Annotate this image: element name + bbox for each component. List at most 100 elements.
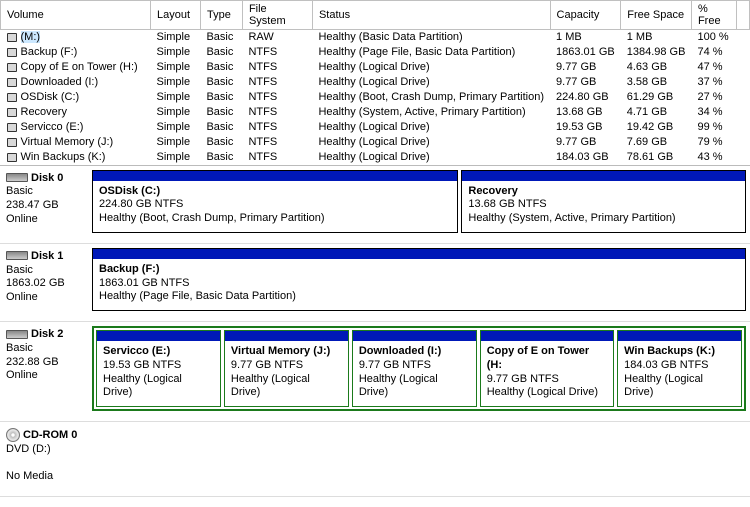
column-header[interactable]: File System — [242, 1, 312, 30]
partition-strip: OSDisk (C:)224.80 GB NTFSHealthy (Boot, … — [92, 170, 746, 233]
volume-icon — [7, 153, 17, 162]
disk-label[interactable]: Disk 1Basic1863.02 GBOnline — [4, 248, 92, 311]
volume-icon — [7, 108, 17, 117]
table-cell: Healthy (Basic Data Partition) — [312, 30, 550, 45]
table-cell: 224.80 GB — [550, 90, 621, 105]
table-cell: Simple — [150, 45, 200, 60]
table-cell: Copy of E on Tower (H:) — [1, 60, 151, 75]
table-cell: 4.71 GB — [621, 105, 692, 120]
table-cell: Backup (F:) — [1, 45, 151, 60]
partition-info: Downloaded (I:)9.77 GB NTFSHealthy (Logi… — [353, 341, 476, 406]
table-cell: Healthy (Boot, Crash Dump, Primary Parti… — [312, 90, 550, 105]
partition-box[interactable]: Copy of E on Tower (H:9.77 GB NTFSHealth… — [480, 330, 614, 407]
table-cell: Simple — [150, 90, 200, 105]
hard-disk-icon — [6, 330, 28, 339]
table-header-row: VolumeLayoutTypeFile SystemStatusCapacit… — [1, 1, 750, 30]
table-row[interactable]: (M:)SimpleBasicRAWHealthy (Basic Data Pa… — [1, 30, 750, 45]
table-cell: 61.29 GB — [621, 90, 692, 105]
column-header[interactable]: Type — [200, 1, 242, 30]
table-row[interactable]: Backup (F:)SimpleBasicNTFSHealthy (Page … — [1, 45, 750, 60]
partition-header-bar — [93, 171, 457, 181]
table-cell: Simple — [150, 60, 200, 75]
table-cell: RAW — [242, 30, 312, 45]
column-header[interactable]: Status — [312, 1, 550, 30]
table-cell: Basic — [200, 120, 242, 135]
table-cell: 99 % — [691, 120, 736, 135]
column-header[interactable]: Free Space — [621, 1, 692, 30]
table-cell: OSDisk (C:) — [1, 90, 151, 105]
table-cell: 1 MB — [550, 30, 621, 45]
disk-map-area: Disk 0Basic238.47 GBOnlineOSDisk (C:)224… — [0, 165, 750, 497]
disk-label[interactable]: Disk 2Basic232.88 GBOnline — [4, 326, 92, 411]
table-cell: Simple — [150, 135, 200, 150]
partition-box[interactable]: Recovery13.68 GB NTFSHealthy (System, Ac… — [461, 170, 746, 233]
table-cell: Basic — [200, 30, 242, 45]
table-cell: 13.68 GB — [550, 105, 621, 120]
partition-info: Backup (F:)1863.01 GB NTFSHealthy (Page … — [93, 259, 745, 310]
table-cell: 3.58 GB — [621, 75, 692, 90]
table-cell: 9.77 GB — [550, 75, 621, 90]
disk-label[interactable]: Disk 0Basic238.47 GBOnline — [4, 170, 92, 233]
column-header[interactable]: Volume — [1, 1, 151, 30]
table-row[interactable]: Virtual Memory (J:)SimpleBasicNTFSHealth… — [1, 135, 750, 150]
partition-box[interactable]: Win Backups (K:)184.03 GB NTFSHealthy (L… — [617, 330, 742, 407]
partition-box[interactable]: Virtual Memory (J:)9.77 GB NTFSHealthy (… — [224, 330, 349, 407]
table-cell: Downloaded (I:) — [1, 75, 151, 90]
table-cell: 37 % — [691, 75, 736, 90]
table-cell: Basic — [200, 105, 242, 120]
table-row[interactable]: RecoverySimpleBasicNTFSHealthy (System, … — [1, 105, 750, 120]
table-cell: 43 % — [691, 150, 736, 165]
table-row[interactable]: OSDisk (C:)SimpleBasicNTFSHealthy (Boot,… — [1, 90, 750, 105]
table-row[interactable]: Copy of E on Tower (H:)SimpleBasicNTFSHe… — [1, 60, 750, 75]
column-header[interactable]: Capacity — [550, 1, 621, 30]
table-cell: Healthy (Logical Drive) — [312, 135, 550, 150]
table-cell: Basic — [200, 135, 242, 150]
table-cell: Basic — [200, 90, 242, 105]
table-cell: Basic — [200, 45, 242, 60]
volume-icon — [7, 63, 17, 72]
table-cell: Simple — [150, 120, 200, 135]
partition-info: Copy of E on Tower (H:9.77 GB NTFSHealth… — [481, 341, 613, 406]
disk-row: Disk 1Basic1863.02 GBOnlineBackup (F:)18… — [0, 244, 750, 322]
table-cell: 7.69 GB — [621, 135, 692, 150]
volume-icon — [7, 48, 17, 57]
partition-box[interactable]: OSDisk (C:)224.80 GB NTFSHealthy (Boot, … — [92, 170, 458, 233]
partition-box[interactable]: Backup (F:)1863.01 GB NTFSHealthy (Page … — [92, 248, 746, 311]
table-cell: Healthy (System, Active, Primary Partiti… — [312, 105, 550, 120]
table-cell: Basic — [200, 150, 242, 165]
table-cell: Simple — [150, 75, 200, 90]
table-cell: Simple — [150, 30, 200, 45]
table-cell: 1 MB — [621, 30, 692, 45]
disk-row: CD-ROM 0DVD (D:)No Media — [0, 422, 750, 497]
table-row[interactable]: Downloaded (I:)SimpleBasicNTFSHealthy (L… — [1, 75, 750, 90]
table-cell: 1863.01 GB — [550, 45, 621, 60]
table-cell: Basic — [200, 75, 242, 90]
table-cell: 9.77 GB — [550, 60, 621, 75]
partition-header-bar — [353, 331, 476, 341]
column-header[interactable]: Layout — [150, 1, 200, 30]
table-row[interactable]: Win Backups (K:)SimpleBasicNTFSHealthy (… — [1, 150, 750, 165]
table-cell: (M:) — [1, 30, 151, 45]
partition-info: Win Backups (K:)184.03 GB NTFSHealthy (L… — [618, 341, 741, 406]
volume-table[interactable]: VolumeLayoutTypeFile SystemStatusCapacit… — [0, 0, 750, 165]
partition-box[interactable]: Servicco (E:)19.53 GB NTFSHealthy (Logic… — [96, 330, 221, 407]
column-header[interactable]: % Free — [691, 1, 736, 30]
optical-drive-icon — [6, 428, 20, 442]
table-cell: Healthy (Logical Drive) — [312, 120, 550, 135]
table-row[interactable]: Servicco (E:)SimpleBasicNTFSHealthy (Log… — [1, 120, 750, 135]
table-cell: NTFS — [242, 90, 312, 105]
table-cell: 19.42 GB — [621, 120, 692, 135]
table-cell: 74 % — [691, 45, 736, 60]
disk-row: Disk 2Basic232.88 GBOnlineServicco (E:)1… — [0, 322, 750, 422]
partition-strip — [92, 426, 746, 486]
table-cell: NTFS — [242, 60, 312, 75]
partition-info: Recovery13.68 GB NTFSHealthy (System, Ac… — [462, 181, 745, 232]
volume-icon — [7, 33, 17, 42]
partition-box[interactable]: Downloaded (I:)9.77 GB NTFSHealthy (Logi… — [352, 330, 477, 407]
table-cell: NTFS — [242, 105, 312, 120]
volume-icon — [7, 93, 17, 102]
partition-strip: Backup (F:)1863.01 GB NTFSHealthy (Page … — [92, 248, 746, 311]
table-cell: 19.53 GB — [550, 120, 621, 135]
disk-label[interactable]: CD-ROM 0DVD (D:)No Media — [4, 426, 92, 486]
table-cell: 1384.98 GB — [621, 45, 692, 60]
